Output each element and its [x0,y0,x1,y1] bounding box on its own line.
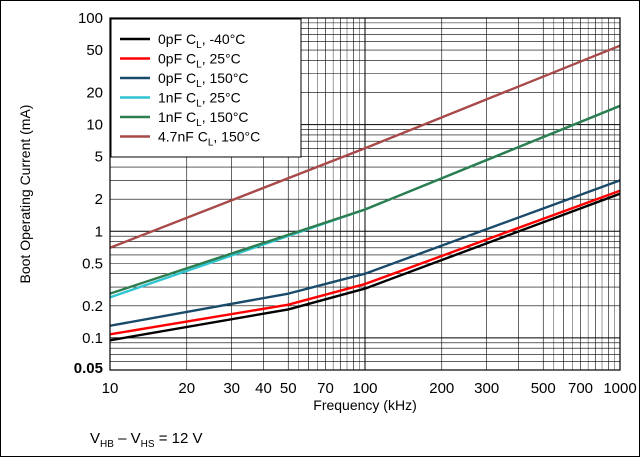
y-tick-labels: 0.05 0.1 0.2 0.5 1 2 5 10 20 50 100 [74,10,103,377]
note-v1-sub: HB [100,439,114,450]
y-tick-label: 10 [86,117,103,134]
x-axis-label: Frequency (kHz) [313,397,416,413]
note-v2: V [131,430,141,447]
note-dash: – [114,430,131,447]
y-axis-label: Boot Operating Current (mA) [17,105,33,284]
x-tick-label: 500 [531,380,556,397]
y-tick-label: 2 [95,191,103,208]
test-condition-note: VHB – VHS = 12 V [90,430,202,450]
x-tick-label: 30 [223,380,240,397]
x-tick-label: 300 [474,380,499,397]
y-tick-label: 5 [95,149,103,166]
x-tick-label: 1000 [603,380,636,397]
y-tick-label: 1 [95,223,103,240]
y-tick-label: 50 [86,42,103,59]
x-tick-label: 200 [429,380,454,397]
x-tick-label: 10 [102,380,119,397]
y-tick-label: 0.5 [82,255,103,272]
x-tick-label: 100 [352,380,377,397]
y-tick-label: 20 [86,85,103,102]
x-tick-label: 700 [568,380,593,397]
note-v2-sub: HS [141,439,155,450]
y-tick-label: 100 [78,10,103,27]
x-tick-label: 40 [255,380,272,397]
x-tick-labels: 10 20 30 40 50 70 100 200 300 500 700 1000 [102,380,637,397]
note-value: = 12 V [155,430,203,447]
y-tick-label: 0.1 [82,330,103,347]
y-tick-label: 0.05 [74,360,103,377]
x-tick-label: 50 [280,380,297,397]
x-tick-label: 20 [178,380,195,397]
x-tick-label: 70 [317,380,334,397]
note-v1: V [90,430,100,447]
y-tick-label: 0.2 [82,298,103,315]
